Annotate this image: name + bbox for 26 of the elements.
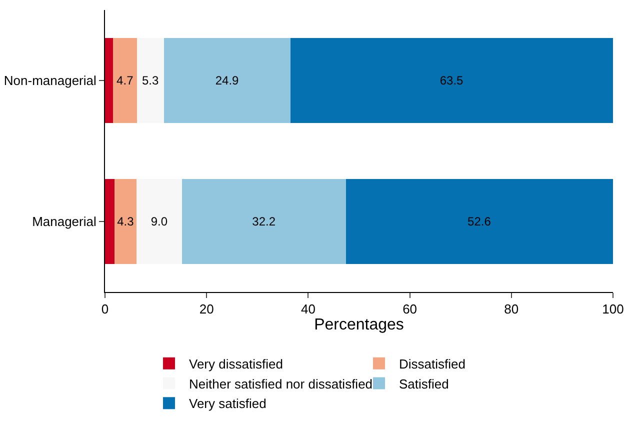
data-label: 9.0 [150,214,168,228]
legend-label: Very satisfied [189,396,266,412]
bar [105,179,115,264]
x-tick-label: 80 [504,302,519,317]
bar [105,38,114,123]
legend-label: Dissatisfied [399,356,466,372]
data-label: 24.9 [215,74,240,88]
data-label: 4.7 [116,74,134,88]
data-label: 4.3 [117,214,134,228]
bar [346,179,613,264]
y-tick-label: Managerial [32,214,96,230]
legend-label: Satisfied [399,376,449,392]
data-label: 5.3 [142,74,159,88]
x-tick-label: 60 [402,302,418,317]
data-label: 63.5 [440,74,464,88]
data-label: 32.2 [252,214,276,228]
legend-label: Very dissatisfied [189,356,283,372]
data-label: 52.6 [468,214,492,228]
x-tick-label: 20 [199,302,214,317]
x-tick-label: 40 [300,302,316,317]
bar [290,38,613,123]
x-tick-label: 100 [602,302,624,317]
x-tick-label: 0 [101,302,109,317]
legend-label: Neither satisfied nor dissatisfied [189,376,373,392]
x-axis-title: Percentages [314,316,404,334]
y-tick-label: Non-managerial [4,73,97,88]
